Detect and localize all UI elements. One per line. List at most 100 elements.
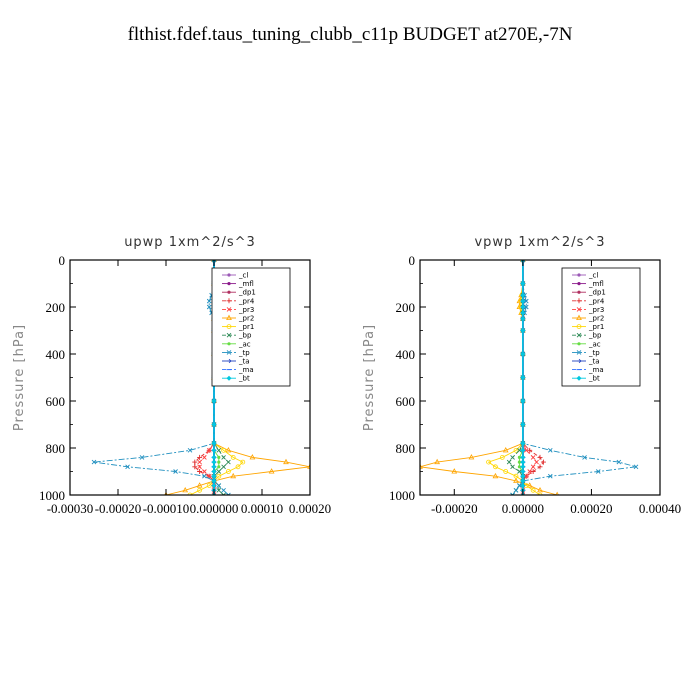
data-point-marker [520, 454, 526, 460]
legend: _cl_mfl_dp1_pr4_pr3_pr2_pr1_bp_ac_tp_ta_… [211, 267, 291, 387]
legend-marker [577, 342, 581, 346]
data-point-marker [197, 464, 202, 470]
data-point-marker [520, 483, 526, 489]
legend-label: _pr4 [238, 297, 255, 305]
series-line [487, 260, 541, 495]
legend-item: _pr2 [572, 315, 604, 323]
y-tick-label: 0 [59, 253, 66, 268]
data-point-marker [633, 464, 639, 470]
data-point-marker [202, 473, 207, 479]
data-point-marker [225, 469, 231, 474]
legend-label: _dp1 [588, 289, 606, 297]
legend-marker [576, 324, 582, 330]
y-tick-label: 800 [46, 441, 66, 456]
data-point-marker [517, 465, 522, 469]
data-point-marker [187, 448, 193, 453]
vpwp-panel: vpwp 1xm^2/s^3 Pressure [hPa] 0 200 400 600 80… [362, 235, 681, 516]
data-point-marker [91, 459, 97, 465]
data-point-marker [197, 469, 203, 474]
data-point-marker [547, 473, 553, 479]
legend-item: _dp1 [572, 289, 606, 297]
legend-label: _mfl [588, 280, 604, 288]
legend-label: _bt [588, 375, 600, 383]
y-tick-label: 1000 [389, 488, 415, 503]
series-tp [91, 260, 231, 495]
data-point-marker [523, 298, 529, 304]
x-tick-label: -0.00020 [95, 501, 142, 516]
data-point-marker [582, 455, 587, 460]
data-point-marker [520, 469, 526, 474]
data-point-marker [206, 298, 212, 304]
data-point-marker [230, 454, 236, 460]
data-point-marker [216, 487, 222, 493]
data-point-marker [499, 454, 505, 460]
data-point-marker [221, 447, 227, 453]
data-point-marker [196, 482, 203, 488]
legend-item: _ma [572, 366, 604, 374]
legend-label: _pr1 [238, 323, 254, 331]
figure-title: flthist.fdef.taus_tuning_clubb_c11p BUDG… [128, 24, 573, 45]
data-point-marker [520, 281, 526, 286]
data-point-marker [510, 464, 515, 470]
data-point-marker [240, 459, 246, 465]
legend-item: _tp [222, 349, 250, 357]
data-point-marker [221, 487, 226, 493]
data-point-marker [486, 459, 491, 465]
legend-label: _bt [238, 375, 250, 383]
data-point-marker [547, 448, 553, 453]
legend-item: _bp [572, 332, 602, 340]
data-point-marker [493, 464, 498, 470]
data-point-marker [520, 375, 526, 380]
legend-label: _bp [588, 332, 602, 340]
data-point-marker [520, 398, 526, 404]
legend-item: _ac [222, 340, 251, 348]
legend-item: _pr4 [222, 297, 255, 305]
data-point-marker [420, 463, 423, 469]
data-point-marker [211, 483, 217, 489]
data-point-marker [216, 483, 222, 488]
data-point-marker [211, 398, 217, 404]
y-tick-label: 400 [46, 347, 66, 362]
data-point-marker [468, 454, 475, 460]
data-point-marker [530, 487, 536, 493]
data-point-marker [206, 483, 212, 489]
legend-marker [576, 314, 582, 320]
legend-label: _cl [238, 272, 248, 280]
data-point-marker [211, 478, 217, 484]
data-point-marker [523, 473, 529, 479]
data-point-marker [537, 464, 543, 470]
series-bt [520, 260, 526, 495]
data-point-marker [520, 328, 526, 333]
legend-marker [576, 332, 582, 338]
legend-marker [226, 332, 232, 338]
legend-marker [227, 290, 231, 294]
y-axis-label: Pressure [hPa] [362, 324, 377, 431]
y-tick-label: 0 [409, 253, 416, 268]
legend-label: _ma [238, 366, 254, 374]
legend-item: _bp [222, 332, 252, 340]
data-point-marker [217, 460, 221, 464]
data-point-marker [520, 304, 526, 310]
data-point-marker [125, 464, 130, 470]
y-tick-label: 600 [396, 394, 416, 409]
data-point-marker [221, 464, 226, 470]
data-point-marker [520, 422, 526, 427]
x-tick-label: 0.00010 [241, 501, 283, 516]
data-point-marker [517, 455, 522, 459]
legend-item: _pr2 [222, 315, 254, 323]
x-tick-label: 0.00020 [289, 501, 331, 516]
data-point-marker [216, 448, 222, 453]
data-point-marker [527, 447, 533, 453]
data-point-marker [211, 492, 217, 495]
data-point-marker [211, 422, 217, 427]
legend-marker [226, 375, 232, 381]
legend-marker [577, 290, 581, 294]
data-point-marker [216, 473, 222, 479]
data-point-marker [139, 455, 145, 460]
legend-item: _ma [222, 366, 254, 374]
legend-label: _pr1 [588, 323, 604, 331]
legend-label: _pr4 [588, 297, 605, 305]
legend-item: _bt [222, 375, 250, 383]
legend-label: _ac [238, 340, 251, 348]
